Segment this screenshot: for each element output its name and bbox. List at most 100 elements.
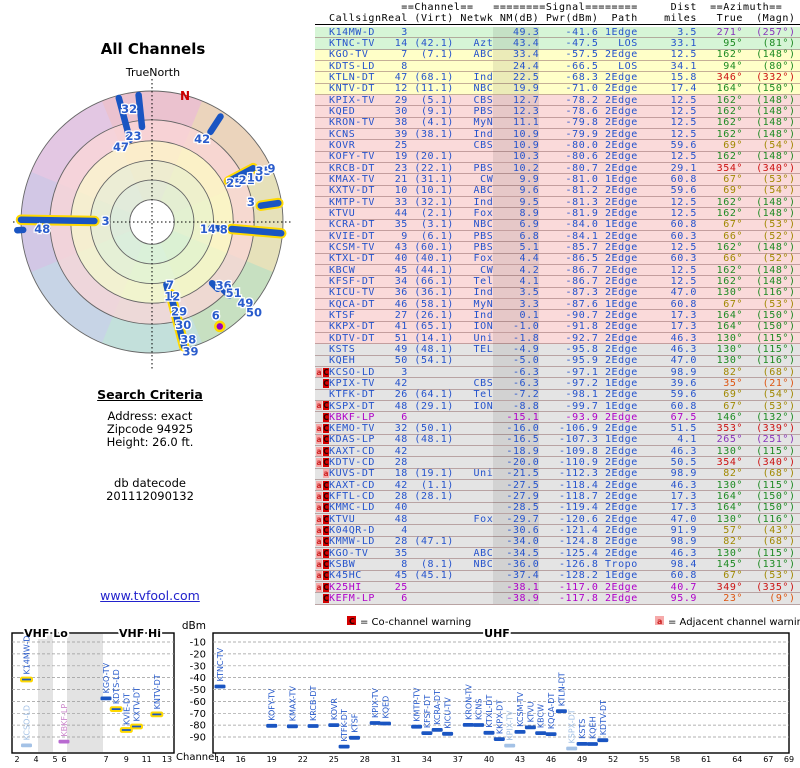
spectrum-gap-band [38, 634, 53, 752]
radar-signal-bar [225, 164, 257, 185]
station-row-text: KFSF-DT 34 (66.1) Tel 4.1 -86.7 2Edge 12… [329, 275, 796, 287]
dbm-tick-label: -90 [190, 733, 206, 744]
station-row-text: KEFM-LP 6 -38.9 -117.8 2Edge 95.9 23° (9… [329, 593, 796, 605]
adjacent-warning-badge: a [316, 401, 322, 411]
station-row-text: KTLN-DT 47 (68.1) Ind 22.5 -68.3 2Edge 1… [329, 71, 796, 83]
channel-tick-label: 13 [162, 755, 172, 764]
signal-bar-callsign: KTNC-TV [216, 647, 225, 681]
station-row-text: KPIX-TV 29 (5.1) CBS 12.7 -78.2 2Edge 12… [329, 94, 796, 106]
channel-axis-label: Channel [176, 752, 217, 763]
table-row: a C K04QR-D 4 -30.6 -121.4 2Edge 91.9 57° … [315, 525, 800, 537]
signal-bar-callsign: KOFY-TV [268, 688, 277, 721]
radar-channel-label: 51 [226, 286, 242, 300]
table-row: KNTV-DT 12 (11.1) NBC 19.9 -71.0 2Edge 1… [315, 83, 800, 95]
co-channel-warning-badge: C [323, 446, 329, 456]
tvfool-link[interactable]: www.tvfool.com [100, 588, 200, 603]
signal-bar-callsign: KCSO-LD [23, 705, 32, 741]
signal-bar [369, 721, 381, 725]
signal-bar [411, 724, 423, 729]
criteria-address: Address: exact [107, 409, 193, 423]
vhf-panel [11, 632, 175, 754]
signal-bar-callsign: KBCW [537, 704, 546, 728]
compass-tint-sector [160, 127, 247, 214]
signal-bar [286, 724, 298, 729]
signal-bar [58, 739, 70, 744]
station-row-text: KGO-TV 35 ABC -34.5 -125.4 2Edge 46.3 13… [329, 547, 796, 559]
radar-title: All Channels [100, 40, 206, 58]
signal-bar-callsign: KRCB-DT [309, 685, 318, 721]
signal-bar-callsign: KTSF [351, 713, 360, 733]
channel-tick-label: 43 [515, 755, 525, 764]
signal-bar [493, 737, 505, 741]
channel-tick-label: 9 [124, 755, 129, 764]
signal-bar-callsign: KOVR [330, 698, 339, 720]
compass-tint-sector [57, 127, 144, 214]
station-row-text: KPIX-TV 42 CBS -6.3 -97.2 1Edge 39.6 35°… [329, 377, 796, 389]
signal-bar [338, 744, 350, 749]
table-row: KVIE-DT 9 (6.1) PBS 6.8 -84.1 2Edge 60.3… [315, 230, 800, 243]
radar-channel-label: 23 [125, 129, 141, 143]
signal-bar-callsign: KBKF-LP [60, 704, 69, 737]
signal-bar [266, 723, 278, 728]
adjacent-warning-badge: a [316, 446, 322, 456]
radar-channel-label: 12 [164, 290, 180, 304]
adjacent-legend-label: = Adjacent channel warning [668, 617, 800, 628]
signal-bar-callsign: KKPX-DT [495, 700, 504, 734]
radar-signal-bar [208, 279, 221, 293]
criteria-height: Height: 26.0 ft. [106, 435, 194, 449]
table-row: a C KMMW-LD 28 (47.1) -34.0 -124.8 2Edge 9… [315, 536, 800, 549]
channel-tick-label: 7 [103, 755, 108, 764]
signal-bar [535, 731, 547, 735]
channel-tick-label: 25 [329, 755, 339, 764]
table-row: KGO-TV 7 (7.1) ABC 33.4 -57.5 2Edge 12.5… [315, 49, 800, 61]
north-label: N [180, 89, 190, 103]
table-row: KCRA-DT 35 (3.1) NBC 6.9 -84.0 1Edge 60.… [315, 219, 800, 231]
channel-tick-label: 5 [52, 755, 57, 764]
table-row: KQED 30 (9.1) PBS 12.3 -78.6 2Edge 12.5 … [315, 105, 800, 118]
signal-bar [442, 731, 454, 736]
radar-signal-bar [135, 91, 146, 131]
radar-signal-bar [208, 224, 224, 232]
signal-bar [431, 728, 443, 732]
channel-tick-label: 2 [14, 755, 19, 764]
table-row: a C KMMC-LD 40 -28.5 -119.4 2Edge 17.3 164… [315, 502, 800, 515]
vhf-lo-title: VHF Lo [24, 627, 68, 640]
radar-channel-label: 49 [237, 296, 253, 310]
dbm-tick-label: -30 [190, 661, 206, 672]
co-channel-warning-badge: C [323, 435, 329, 445]
dbm-tick-label: -60 [190, 697, 206, 708]
adjacent-warning-badge: a [316, 548, 322, 558]
co-channel-warning-badge: C [323, 582, 329, 592]
table-row: KQEH 50 (54.1) -5.0 -95.9 2Edge 47.0 130… [315, 355, 800, 367]
station-row-text: KBCW 45 (44.1) CW 4.2 -86.7 2Edge 12.5 1… [329, 264, 796, 276]
signal-bar [566, 746, 578, 751]
table-row: KXTV-DT 10 (10.1) ABC 9.6 -81.2 2Edge 59… [315, 185, 800, 197]
adjacent-warning-badge: a [316, 480, 322, 490]
station-row-text: KAXT-CD 42 (1.1) -27.5 -118.4 2Edge 46.3… [329, 479, 796, 491]
signal-bar [150, 711, 164, 718]
radar-channel-label: 25 [226, 176, 242, 190]
compass-tint-sector [191, 101, 273, 183]
adjacent-warning-badge: a [316, 367, 322, 377]
signal-bar [421, 731, 433, 735]
table-row: KTLN-DT 47 (68.1) Ind 22.5 -68.3 2Edge 1… [315, 71, 800, 84]
station-row-text: KSTS 49 (48.1) TEL -4.9 -95.8 2Edge 46.3… [329, 343, 796, 355]
station-row-text: KCSO-LD 3 -6.3 -97.1 2Edge 98.9 82° (68°… [329, 366, 796, 378]
table-row: KKPX-DT 41 (65.1) ION -1.0 -91.8 2Edge 1… [315, 321, 800, 333]
warning-cell: C [315, 412, 329, 422]
station-row-text: KXTV-DT 10 (10.1) ABC 9.6 -81.2 2Edge 59… [329, 185, 796, 197]
table-row: a C KGO-TV 35 ABC -34.5 -125.4 2Edge 46.3 … [315, 547, 800, 560]
signal-bar [109, 706, 123, 712]
table-row: KTFK-DT 26 (64.1) Tel -7.2 -98.1 2Edge 5… [315, 389, 800, 401]
signal-bar-callsign: KQCA-DT [547, 693, 556, 729]
compass-tint-sector [191, 261, 273, 343]
channel-tick-label: 4 [33, 755, 38, 764]
table-row: a C KDTV-CD 28 -20.0 -110.9 2Edge 50.5 354… [315, 457, 800, 469]
adjacent-warning-badge: a [316, 458, 322, 468]
station-row-text: KOVR 25 CBS 10.9 -80.0 2Edge 59.6 69° (5… [329, 139, 796, 151]
co-channel-warning-badge: C [323, 526, 329, 536]
